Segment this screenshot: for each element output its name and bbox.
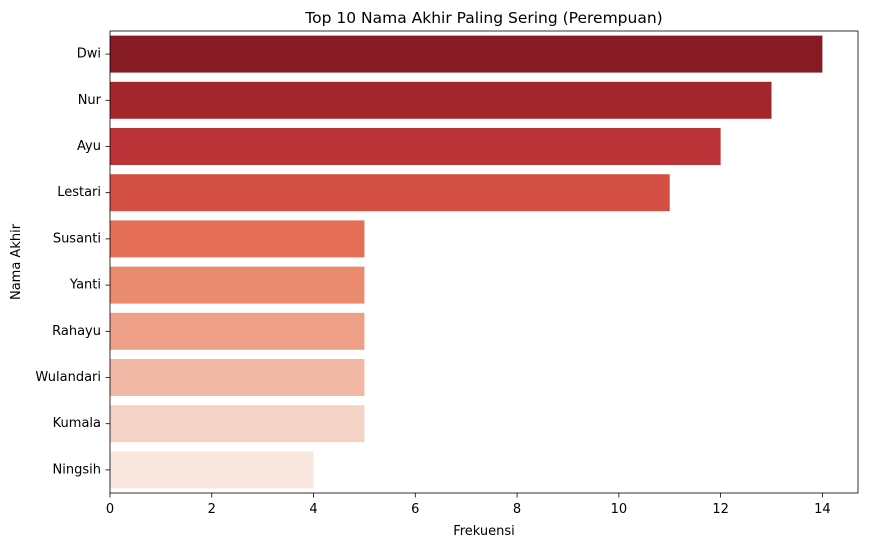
bar-rahayu xyxy=(110,312,365,350)
x-tick-label: 8 xyxy=(513,502,521,517)
bar-nur xyxy=(110,81,772,119)
plot-frame xyxy=(109,30,859,494)
y-tick-label: Ningsih xyxy=(53,462,101,477)
x-axis-ticks: 0 2 4 6 8 10 12 14 xyxy=(106,493,831,517)
y-tick-label: Yanti xyxy=(69,278,101,293)
x-tick-label: 6 xyxy=(411,502,419,517)
y-axis-ticks: Dwi Nur Ayu Lestari Susanti Yanti Rahayu Wuland… xyxy=(35,47,110,477)
bar-susanti xyxy=(110,220,365,258)
x-tick-label: 2 xyxy=(208,502,216,517)
x-tick-label: 0 xyxy=(106,502,114,517)
x-tick-label: 14 xyxy=(814,502,831,517)
bars-group xyxy=(110,35,823,489)
x-tick-label: 4 xyxy=(309,502,317,517)
x-tick-label: 10 xyxy=(611,502,628,517)
bar-kumala xyxy=(110,405,365,443)
x-tick-label: 12 xyxy=(712,502,729,517)
y-tick-label: Lestari xyxy=(57,185,101,200)
chart-title: Top 10 Nama Akhir Paling Sering (Perempu… xyxy=(304,9,662,27)
y-tick-label: Ayu xyxy=(77,139,101,154)
y-tick-label: Rahayu xyxy=(52,324,101,339)
bar-ningsih xyxy=(110,451,314,489)
bar-lestari xyxy=(110,174,670,212)
bar-dwi xyxy=(110,35,823,73)
y-tick-label: Kumala xyxy=(53,416,101,431)
y-tick-label: Wulandari xyxy=(35,370,101,385)
bar-wulandari xyxy=(110,359,365,396)
y-tick-label: Nur xyxy=(78,93,102,108)
y-axis-title: Nama Akhir xyxy=(9,223,24,300)
y-tick-label: Dwi xyxy=(77,47,101,62)
bar-ayu xyxy=(110,128,721,165)
y-tick-label: Susanti xyxy=(53,231,101,246)
x-axis-title: Frekuensi xyxy=(453,524,515,539)
bar-yanti xyxy=(110,266,365,304)
